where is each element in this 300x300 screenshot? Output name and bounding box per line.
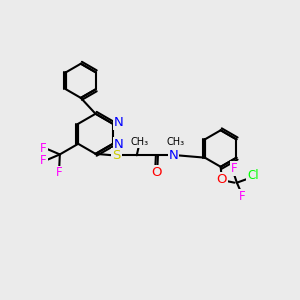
Text: F: F [56, 167, 63, 179]
Text: F: F [231, 162, 237, 175]
Text: CH₃: CH₃ [130, 137, 148, 147]
Text: F: F [239, 190, 245, 203]
Text: CH₃: CH₃ [167, 137, 185, 147]
Text: N: N [169, 149, 178, 162]
Text: F: F [40, 154, 47, 167]
Text: O: O [151, 167, 162, 179]
Text: F: F [40, 142, 47, 155]
Text: N: N [114, 138, 124, 151]
Text: Cl: Cl [247, 169, 259, 182]
Text: N: N [114, 116, 124, 129]
Text: O: O [216, 172, 227, 186]
Text: S: S [112, 149, 121, 162]
